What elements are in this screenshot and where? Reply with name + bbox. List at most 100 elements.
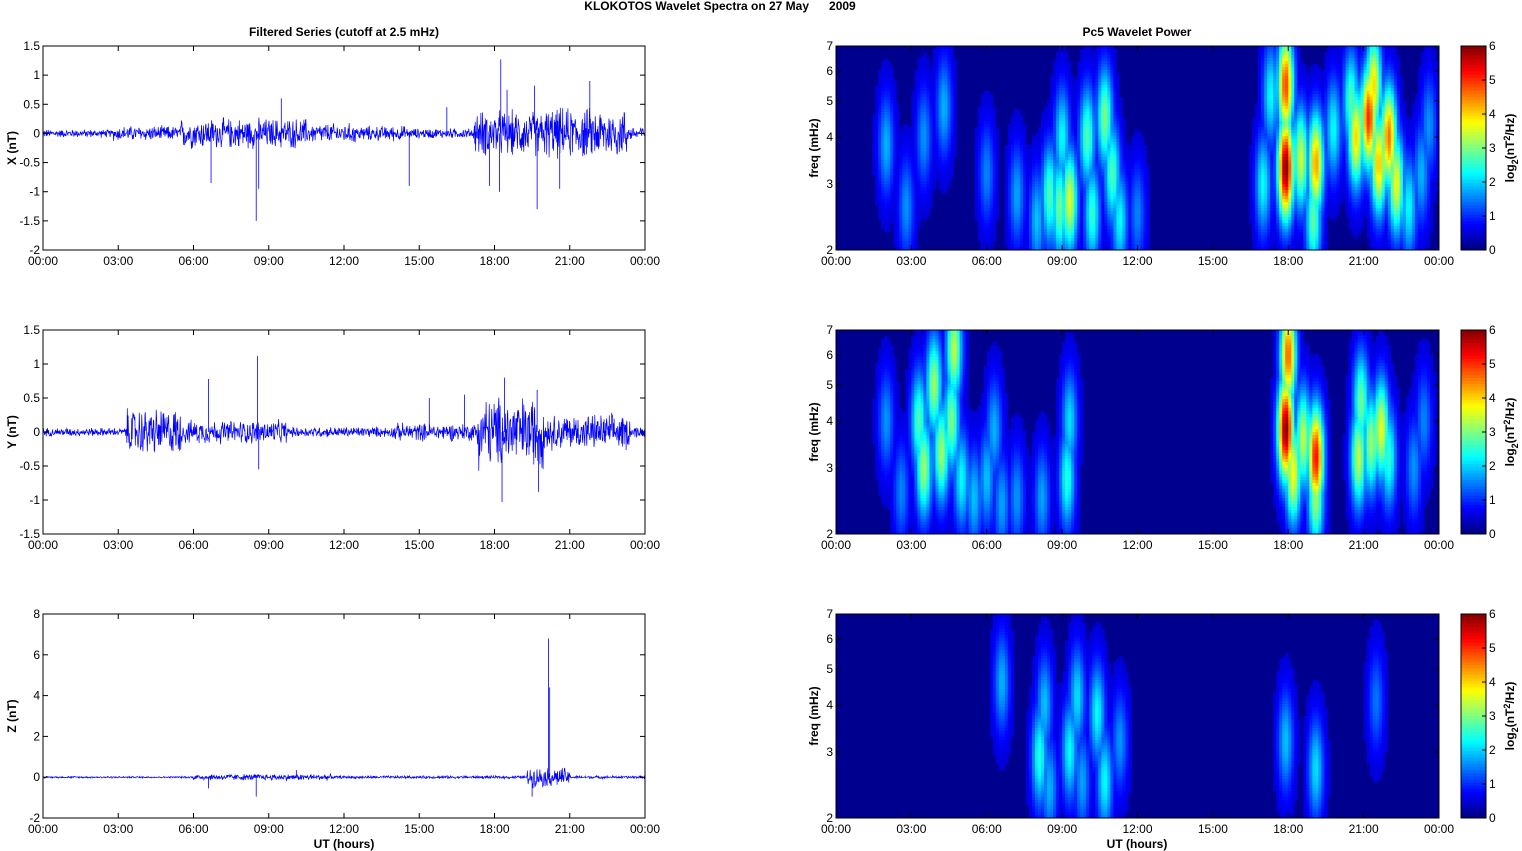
heatmap-cell bbox=[1110, 76, 1114, 80]
heatmap-cell bbox=[1013, 169, 1018, 173]
heatmap-cell bbox=[1426, 88, 1431, 92]
heatmap-cell bbox=[1396, 151, 1401, 155]
heatmap-cell bbox=[1261, 91, 1265, 95]
heatmap-cell bbox=[893, 97, 897, 101]
heatmap-cell bbox=[1318, 91, 1322, 95]
heatmap-cell bbox=[1116, 103, 1120, 107]
heatmap-cell bbox=[1297, 49, 1301, 53]
heatmap-cell bbox=[872, 148, 876, 152]
heatmap-cell bbox=[1357, 121, 1362, 125]
heatmap-cell bbox=[1110, 73, 1114, 77]
heatmap-cell bbox=[1074, 148, 1078, 152]
heatmap-cell bbox=[1116, 85, 1120, 89]
heatmap-cell bbox=[1007, 145, 1012, 149]
heatmap-cell bbox=[947, 151, 951, 155]
heatmap-cell bbox=[1420, 166, 1425, 170]
heatmap-cell bbox=[1357, 166, 1362, 170]
heatmap-cell bbox=[1384, 49, 1389, 53]
heatmap-cell bbox=[1339, 97, 1343, 101]
heatmap-cell bbox=[1318, 160, 1322, 164]
heatmap-cell bbox=[1381, 67, 1386, 71]
heatmap-cell bbox=[1285, 133, 1289, 137]
heatmap-cell bbox=[878, 103, 882, 107]
heatmap-cell bbox=[1261, 124, 1265, 128]
heatmap-cell bbox=[1387, 82, 1392, 86]
heatmap-cell bbox=[920, 100, 924, 104]
heatmap-cell bbox=[1393, 67, 1398, 71]
heatmap-cell bbox=[1065, 163, 1069, 167]
heatmap-cell bbox=[941, 151, 945, 155]
heatmap-cell bbox=[1116, 97, 1120, 101]
heatmap-cell bbox=[1420, 91, 1425, 95]
heatmap-cell bbox=[1065, 148, 1069, 152]
heatmap-cell bbox=[1089, 160, 1093, 164]
heatmap-cell bbox=[1258, 46, 1262, 50]
heatmap-cell bbox=[1387, 103, 1392, 107]
heatmap-cell bbox=[1071, 124, 1075, 128]
heatmap-cell bbox=[1282, 169, 1286, 173]
heatmap-cell bbox=[1318, 70, 1322, 74]
heatmap-cell bbox=[1285, 115, 1289, 119]
heatmap-cell bbox=[1279, 106, 1283, 110]
heatmap-cell bbox=[1348, 166, 1352, 170]
heatmap-cell bbox=[911, 94, 915, 98]
heatmap-cell bbox=[1080, 154, 1084, 158]
heatmap-cell bbox=[1119, 142, 1123, 146]
heatmap-cell bbox=[1363, 97, 1368, 101]
heatmap-cell bbox=[1095, 79, 1099, 83]
heatmap-cell bbox=[1414, 142, 1419, 146]
heatmap-cell bbox=[1300, 160, 1304, 164]
heatmap-cell bbox=[1342, 127, 1346, 131]
heatmap-cell bbox=[1291, 94, 1295, 98]
heatmap-cell bbox=[1285, 49, 1289, 53]
heatmap-cell bbox=[1378, 163, 1383, 167]
heatmap-cell bbox=[1113, 115, 1117, 119]
heatmap-cell bbox=[1107, 55, 1111, 59]
heatmap-cell bbox=[1351, 133, 1355, 137]
heatmap-cell bbox=[1071, 148, 1075, 152]
heatmap-cell bbox=[1348, 58, 1352, 62]
heatmap-cell bbox=[1098, 127, 1102, 131]
heatmap-cell bbox=[1324, 124, 1328, 128]
heatmap-cell bbox=[1423, 118, 1428, 122]
heatmap-cell bbox=[1345, 64, 1349, 68]
heatmap-cell bbox=[1294, 70, 1298, 74]
heatmap-cell bbox=[1402, 130, 1407, 134]
heatmap-cell bbox=[1044, 136, 1048, 140]
heatmap-cell bbox=[1396, 145, 1401, 149]
heatmap-cell bbox=[1363, 163, 1368, 167]
heatmap-cell bbox=[1107, 79, 1111, 83]
heatmap-cell bbox=[1381, 169, 1386, 173]
heatmap-cell bbox=[1258, 112, 1262, 116]
heatmap-cell bbox=[920, 88, 924, 92]
heatmap-cell bbox=[944, 91, 948, 95]
heatmap-cell bbox=[1074, 157, 1078, 161]
heatmap-cell bbox=[1107, 133, 1111, 137]
heatmap-cell bbox=[1013, 172, 1018, 176]
heatmap-cell bbox=[917, 169, 921, 173]
heatmap-cell bbox=[1050, 169, 1054, 173]
heatmap-cell bbox=[905, 160, 909, 164]
heatmap-cell bbox=[1110, 58, 1114, 62]
heatmap-cell bbox=[1004, 157, 1009, 161]
heatmap-cell bbox=[1378, 112, 1383, 116]
heatmap-cell bbox=[1071, 91, 1075, 95]
heatmap-cell bbox=[1258, 100, 1262, 104]
heatmap-cell bbox=[1104, 145, 1108, 149]
heatmap-cell bbox=[1270, 139, 1274, 143]
heatmap-cell bbox=[1059, 94, 1063, 98]
heatmap-cell bbox=[1261, 58, 1265, 62]
heatmap-cell bbox=[935, 151, 939, 155]
heatmap-cell bbox=[1264, 91, 1268, 95]
heatmap-cell bbox=[944, 82, 948, 86]
heatmap-cell bbox=[1110, 115, 1114, 119]
heatmap-cell bbox=[941, 61, 945, 65]
heatmap-cell bbox=[1423, 142, 1428, 146]
heatmap-cell bbox=[1074, 109, 1078, 113]
heatmap-cell bbox=[1366, 97, 1371, 101]
series-x-tick-label: 00:00 bbox=[630, 254, 660, 268]
heatmap-cell bbox=[1336, 130, 1340, 134]
heatmap-cell bbox=[1354, 52, 1358, 56]
heatmap-cell bbox=[1366, 106, 1371, 110]
heatmap-cell bbox=[1384, 79, 1389, 83]
